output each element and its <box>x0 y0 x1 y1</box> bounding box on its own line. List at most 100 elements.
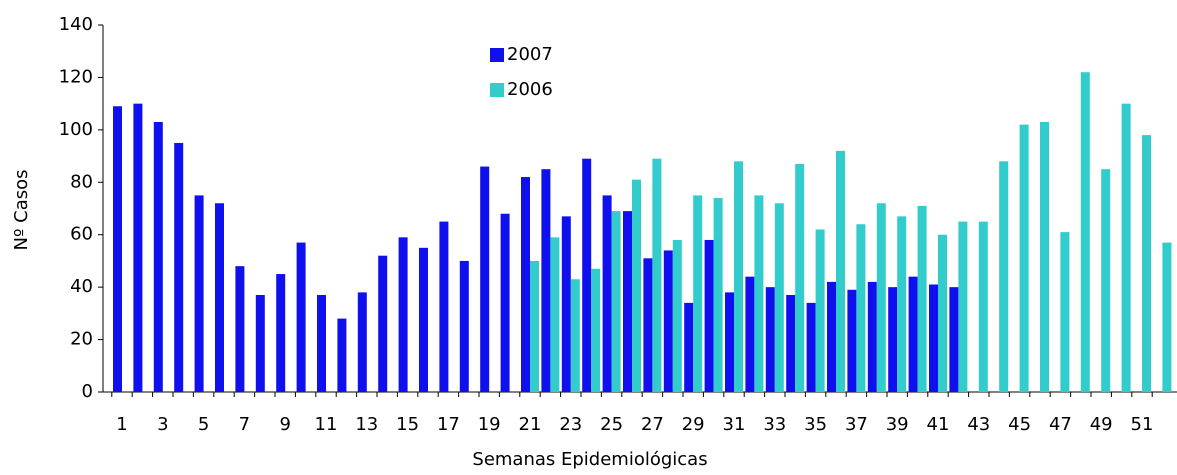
bar <box>296 242 306 392</box>
bar <box>1080 72 1090 392</box>
bar <box>754 195 764 392</box>
bar <box>623 211 632 392</box>
bar <box>958 221 968 392</box>
x-tick-label: 11 <box>315 414 338 435</box>
bar <box>827 281 836 392</box>
bar <box>255 295 265 392</box>
x-tick-label: 21 <box>519 414 542 435</box>
bar <box>806 302 816 392</box>
bar <box>908 276 918 392</box>
bar <box>500 213 510 392</box>
bar <box>815 229 825 392</box>
bar <box>174 142 184 392</box>
x-tick-label: 9 <box>279 414 290 435</box>
x-tick-label: 3 <box>157 414 168 435</box>
bar <box>317 295 326 392</box>
x-axis-title: Semanas Epidemiológicas <box>472 449 707 470</box>
bar <box>978 221 988 392</box>
bar <box>876 203 886 392</box>
x-tick-label: 15 <box>396 414 419 435</box>
bar <box>550 237 560 392</box>
bar <box>836 150 845 392</box>
x-tick-label: 45 <box>1008 414 1031 435</box>
x-tick-label: 43 <box>967 414 990 435</box>
bar <box>672 239 682 392</box>
x-tick-label: 5 <box>198 414 209 435</box>
bar <box>999 161 1009 392</box>
legend-swatch <box>490 48 504 62</box>
bar <box>1162 242 1172 392</box>
y-tick-label: 60 <box>70 224 93 245</box>
bar <box>357 292 367 392</box>
bar <box>847 289 857 392</box>
bar <box>693 195 703 392</box>
bar <box>1019 124 1029 392</box>
bar <box>113 106 122 392</box>
bar <box>235 266 245 392</box>
x-tick-label: 7 <box>239 414 250 435</box>
bar <box>774 203 784 392</box>
bar <box>276 274 286 392</box>
bar <box>704 239 714 392</box>
bar <box>215 203 224 392</box>
bar <box>419 247 428 392</box>
bar <box>949 287 959 392</box>
y-tick-label: 40 <box>70 276 93 297</box>
bar <box>786 295 796 392</box>
x-tick-label: 19 <box>478 414 501 435</box>
bar <box>480 166 490 392</box>
bar <box>337 318 347 392</box>
legend-label: 2006 <box>507 79 553 100</box>
bar <box>541 169 551 392</box>
x-tick-label: 41 <box>927 414 950 435</box>
bar <box>1121 103 1131 393</box>
x-tick-label: 35 <box>804 414 827 435</box>
legend-swatch <box>490 83 504 97</box>
bar <box>611 211 621 392</box>
bar <box>725 292 734 392</box>
x-tick-label: 33 <box>763 414 786 435</box>
y-tick-label: 20 <box>70 329 93 350</box>
bar <box>194 195 204 392</box>
bar <box>530 260 539 392</box>
bar <box>1060 232 1070 392</box>
bar <box>133 103 143 393</box>
bar <box>439 221 449 392</box>
bar <box>591 268 601 392</box>
x-tick-label: 37 <box>845 414 868 435</box>
bar <box>602 195 612 392</box>
bar <box>643 258 653 392</box>
legend-label: 2007 <box>507 44 553 65</box>
bar <box>795 163 805 392</box>
bar <box>561 216 571 392</box>
bar <box>765 287 775 392</box>
y-tick-label: 140 <box>59 14 93 35</box>
bar <box>398 237 408 392</box>
bar <box>745 276 755 392</box>
x-tick-label: 1 <box>116 414 127 435</box>
bar <box>684 302 694 392</box>
x-tick-label: 25 <box>600 414 623 435</box>
bar <box>929 284 938 392</box>
bar <box>1101 169 1111 392</box>
bar <box>938 234 947 392</box>
bar <box>734 161 743 392</box>
bar <box>1040 121 1049 392</box>
bar <box>459 260 469 392</box>
x-tick-label: 23 <box>559 414 582 435</box>
x-tick-label: 47 <box>1049 414 1072 435</box>
x-tick-label: 49 <box>1090 414 1113 435</box>
bar <box>652 158 662 392</box>
bar <box>632 179 641 392</box>
x-tick-label: 39 <box>886 414 909 435</box>
x-tick-label: 27 <box>641 414 664 435</box>
bar <box>663 250 673 392</box>
x-tick-label: 17 <box>437 414 460 435</box>
x-tick-label: 29 <box>682 414 705 435</box>
bar <box>582 158 592 392</box>
y-axis-title: Nº Casos <box>11 169 32 250</box>
bar <box>867 281 877 392</box>
x-tick-label: 13 <box>355 414 378 435</box>
bar <box>153 121 163 392</box>
